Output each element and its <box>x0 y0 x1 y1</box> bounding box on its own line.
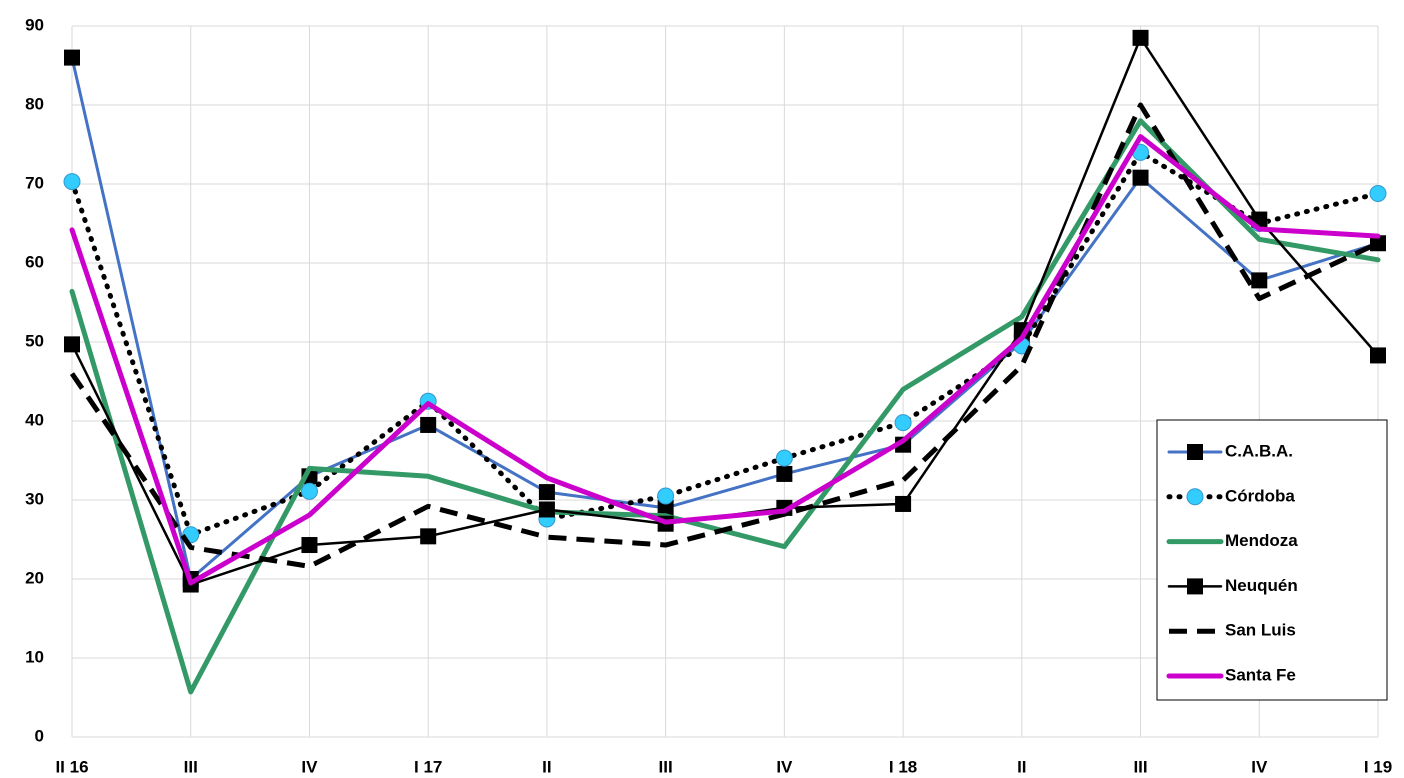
marker <box>1187 444 1203 460</box>
x-tick-label: II 16 <box>55 757 88 776</box>
x-tick-label: I 17 <box>414 757 442 776</box>
marker <box>1186 488 1204 506</box>
marker <box>657 487 675 505</box>
y-tick-label: 60 <box>25 252 44 271</box>
marker <box>1370 235 1386 252</box>
legend-label: Córdoba <box>1225 486 1295 505</box>
y-tick-label: 0 <box>35 726 44 745</box>
marker <box>538 484 555 501</box>
series-line <box>69 102 1380 569</box>
y-tick-label: 50 <box>25 331 44 350</box>
marker <box>64 336 80 353</box>
marker <box>776 465 793 482</box>
x-tick-label: IV <box>1251 757 1268 776</box>
marker <box>300 482 318 500</box>
x-tick-label: III <box>184 757 198 776</box>
x-tick-label: I 18 <box>889 757 917 776</box>
x-tick-label: IV <box>301 757 318 776</box>
marker <box>775 449 793 467</box>
y-tick-label: 20 <box>25 568 44 587</box>
x-tick-label: II <box>542 757 551 776</box>
x-tick-label: II <box>1017 757 1026 776</box>
legend-label: Mendoza <box>1225 531 1298 550</box>
legend-label: Santa Fe <box>1225 665 1296 684</box>
marker <box>1132 29 1149 46</box>
marker <box>894 414 912 432</box>
marker <box>420 528 437 545</box>
marker <box>1132 169 1149 186</box>
legend-box <box>1156 419 1388 701</box>
y-tick-label: 10 <box>25 647 44 666</box>
y-tick-label: 80 <box>25 94 44 113</box>
marker <box>1251 272 1268 289</box>
y-tick-label: 30 <box>25 489 44 508</box>
x-tick-label: III <box>1133 757 1147 776</box>
series-line <box>70 56 1380 581</box>
x-tick-label: I 19 <box>1364 757 1392 776</box>
y-tick-label: 40 <box>25 410 44 429</box>
marker <box>657 499 674 516</box>
legend: C.A.B.A. Córdoba Mendoza Neuquén San Luis San… <box>1156 419 1388 701</box>
y-tick-label: 90 <box>25 15 44 34</box>
x-tick-label: IV <box>776 757 793 776</box>
marker <box>420 416 437 433</box>
marker <box>301 537 318 554</box>
x-tick-label: III <box>659 757 673 776</box>
marker <box>63 173 81 191</box>
marker <box>538 501 555 518</box>
y-tick-label: 70 <box>25 173 44 192</box>
marker <box>1187 578 1203 595</box>
legend-label: San Luis <box>1225 621 1296 640</box>
series-line <box>69 134 1381 586</box>
legend-label: Neuquén <box>1225 576 1298 595</box>
series-line <box>69 149 1381 538</box>
marker <box>64 49 80 66</box>
marker <box>1369 184 1387 202</box>
marker <box>1370 347 1386 364</box>
legend-label: C.A.B.A. <box>1225 441 1293 460</box>
marker <box>895 495 912 512</box>
